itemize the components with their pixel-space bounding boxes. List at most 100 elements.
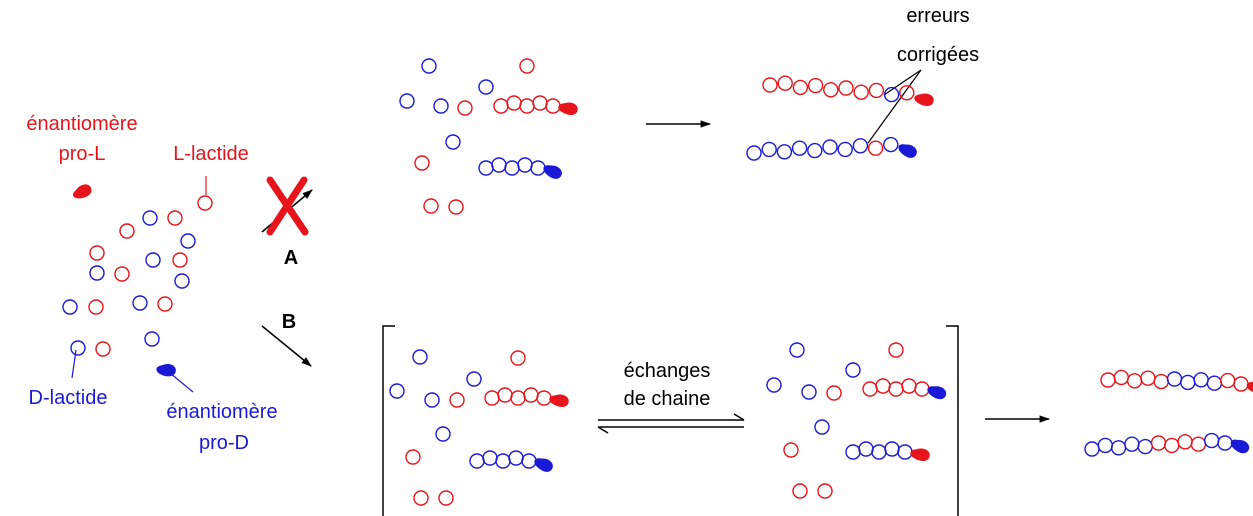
chain-monomer xyxy=(901,378,917,394)
catalyst-drop-icon xyxy=(898,144,917,158)
chain-monomer xyxy=(845,444,861,460)
chain-monomer xyxy=(761,141,777,158)
chain-monomer xyxy=(1166,371,1183,387)
chain-monomer xyxy=(776,144,793,160)
chain-monomer xyxy=(762,77,778,93)
errors-label-line2: corrigées xyxy=(897,44,979,66)
catalyst-drop-icon xyxy=(534,458,553,472)
l-lactide-monomer xyxy=(197,195,213,211)
chain-monomer xyxy=(807,142,823,159)
d-lactide-monomer xyxy=(389,383,405,399)
catalyst-drop-icon xyxy=(156,364,176,377)
chain-monomer xyxy=(1113,369,1130,386)
chain-monomer xyxy=(899,85,915,101)
chain-monomer xyxy=(491,157,507,173)
d-lactide-monomer xyxy=(132,295,148,311)
chain-monomer xyxy=(897,444,913,460)
l-lactide-monomer xyxy=(888,342,904,358)
d-lactide-leader xyxy=(71,349,77,379)
chain-monomer xyxy=(883,86,900,103)
d-lactide-monomer xyxy=(814,419,830,435)
path-b-state-1 xyxy=(389,349,569,506)
monomer-pool xyxy=(62,195,213,357)
error-pointer-2 xyxy=(867,69,922,144)
chain-monomer xyxy=(1164,437,1180,454)
d-lactide-monomer xyxy=(70,340,86,356)
l-lactide-monomer xyxy=(405,449,421,465)
chain-monomer xyxy=(521,453,537,469)
chain-monomer xyxy=(792,79,809,96)
equilibrium-arrows-icon xyxy=(597,413,745,434)
l-lactide-monomer xyxy=(413,490,429,506)
chain-monomer xyxy=(852,138,869,154)
chain-monomer xyxy=(914,381,930,397)
d-lactide-monomer xyxy=(424,392,440,408)
d-lactide-monomer xyxy=(445,134,461,150)
l-lactide-monomer xyxy=(519,58,535,74)
l-lactide-monomer xyxy=(783,442,799,458)
chain-monomer xyxy=(1126,373,1143,389)
d-lactide-monomer xyxy=(62,299,78,315)
chain-monomer xyxy=(508,450,524,466)
chain-monomer xyxy=(1180,374,1196,391)
d-lactide-monomer xyxy=(89,265,105,281)
catalyst-drop-icon xyxy=(543,165,562,179)
chain-monomer xyxy=(867,140,884,156)
l-lactide-monomer xyxy=(95,341,111,357)
path-b-final-chains xyxy=(1084,369,1253,457)
chain-monomer xyxy=(875,378,891,394)
exchange-label-line2: de chaine xyxy=(624,388,711,410)
l-lactide-monomer xyxy=(449,392,465,408)
d-lactide-monomer xyxy=(142,210,158,226)
chain-monomer xyxy=(510,390,526,406)
chain-monomer xyxy=(482,450,498,466)
l-lactide-monomer xyxy=(423,198,439,214)
chain-monomer xyxy=(1137,438,1153,455)
chain-monomer xyxy=(858,441,874,457)
d-lactide-label: D-lactide xyxy=(29,387,108,409)
l-lactide-monomer xyxy=(438,490,454,506)
d-lactide-monomer xyxy=(766,377,782,393)
l-lactide-monomer xyxy=(172,252,188,268)
chain-monomer xyxy=(1150,435,1167,451)
chain-monomer xyxy=(517,157,533,173)
chain-monomer xyxy=(1217,435,1233,451)
chain-monomer xyxy=(1153,373,1169,390)
d-lactide-monomer xyxy=(478,79,494,95)
path-b-state-2 xyxy=(766,342,947,499)
chain-monomer xyxy=(1124,436,1140,452)
d-lactide-monomer xyxy=(789,342,805,358)
l-lactide-monomer xyxy=(792,483,808,499)
chain-monomer xyxy=(853,84,869,100)
l-lactide-monomer xyxy=(817,483,833,499)
chain-monomer xyxy=(495,453,511,469)
l-lactide-monomer xyxy=(167,210,183,226)
catalyst-drop-icon xyxy=(910,448,930,462)
chain-monomer xyxy=(530,160,546,176)
l-lactide-monomer xyxy=(826,385,842,401)
chain-monomer xyxy=(777,75,793,91)
chain-monomer xyxy=(838,80,854,96)
d-lactide-monomer xyxy=(466,371,482,387)
chain-monomer xyxy=(1190,436,1207,452)
chain-monomer xyxy=(478,160,494,176)
chain-monomer xyxy=(822,139,838,155)
d-lactide-monomer xyxy=(421,58,437,74)
blue-catalyst-label-line1: énantiomère xyxy=(166,401,277,423)
chain-monomer xyxy=(837,141,853,158)
chain-monomer xyxy=(536,390,552,406)
catalyst-drop-icon xyxy=(549,394,569,408)
l-lactide-monomer xyxy=(88,299,104,315)
left-bracket xyxy=(382,325,395,516)
d-lactide-monomer xyxy=(412,349,428,365)
chain-monomer xyxy=(1233,376,1249,392)
path-a-final-chains xyxy=(746,75,934,161)
chain-monomer xyxy=(1206,375,1223,391)
l-lactide-monomer xyxy=(448,199,464,215)
chain-monomer xyxy=(871,444,887,460)
l-lactide-monomer xyxy=(114,266,130,282)
errors-label-line1: erreurs xyxy=(906,5,969,27)
l-lactide-monomer xyxy=(414,155,430,171)
d-lactide-monomer xyxy=(399,93,415,109)
chain-monomer xyxy=(1084,441,1100,457)
